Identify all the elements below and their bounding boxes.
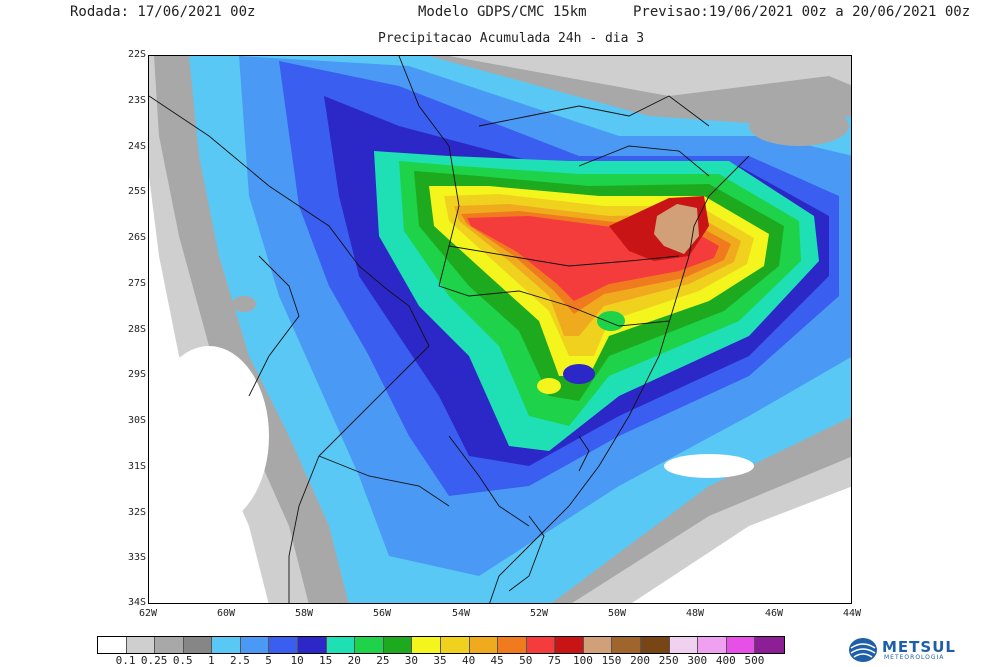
legend-color-box	[355, 637, 384, 653]
legend-label: 0.25	[140, 654, 168, 667]
legend-label: 45	[490, 654, 504, 667]
logo-subtitle: METEOROLOGIA	[884, 654, 945, 661]
lat-label: 29S	[127, 369, 146, 380]
lat-label: 28S	[127, 324, 146, 335]
lat-label: 26S	[127, 232, 146, 243]
legend-color-box	[212, 637, 241, 653]
precip-legend-bar	[97, 636, 785, 654]
precip-field	[149, 56, 851, 603]
lon-label: 52W	[529, 608, 549, 619]
lon-label: 62W	[138, 608, 158, 619]
lat-label: 25S	[127, 186, 146, 197]
legend-label: 0.1	[115, 654, 136, 667]
model-name-label: Modelo GDPS/CMC 15km	[418, 4, 587, 20]
lon-label: 48W	[685, 608, 705, 619]
lat-label: 27S	[127, 278, 146, 289]
legend-label: 1	[208, 654, 215, 667]
lat-label: 23S	[127, 95, 146, 106]
lon-label: 56W	[372, 608, 392, 619]
legend-label: 0.5	[172, 654, 193, 667]
lat-label: 32S	[127, 507, 146, 518]
legend-color-box	[555, 637, 584, 653]
legend-label: 150	[601, 654, 622, 667]
lat-label: 34S	[127, 597, 146, 608]
legend-label: 20	[347, 654, 361, 667]
legend-color-box	[269, 637, 299, 653]
forecast-period-label: Previsao:19/06/2021 00z a 20/06/2021 00z	[633, 4, 971, 20]
legend-label: 5	[265, 654, 272, 667]
legend-color-box	[612, 637, 641, 653]
logo-name: METSUL	[882, 638, 956, 656]
legend-color-box	[526, 637, 556, 653]
lat-label: 31S	[127, 461, 146, 472]
country-borders	[149, 56, 750, 603]
legend-label: 2.5	[229, 654, 250, 667]
lat-label: 22S	[127, 49, 146, 60]
legend-color-box	[469, 637, 499, 653]
legend-label: 250	[658, 654, 679, 667]
legend-color-box	[726, 637, 756, 653]
legend-color-box	[412, 637, 441, 653]
legend-label: 200	[630, 654, 651, 667]
legend-color-box	[155, 637, 184, 653]
legend-label: 300	[687, 654, 708, 667]
legend-label: 400	[715, 654, 736, 667]
legend-label: 40	[461, 654, 476, 667]
legend-color-box	[240, 637, 270, 653]
lat-label: 24S	[127, 141, 146, 152]
legend-color-box	[755, 637, 784, 653]
legend-color-box	[326, 637, 356, 653]
legend-color-box	[126, 637, 156, 653]
precipitation-map	[148, 55, 852, 604]
lon-label: 50W	[607, 608, 627, 619]
lon-label: 46W	[764, 608, 784, 619]
legend-label: 50	[519, 654, 533, 667]
lat-label: 30S	[127, 415, 146, 426]
legend-color-box	[698, 637, 727, 653]
lon-label: 44W	[842, 608, 862, 619]
legend-label: 30	[404, 654, 419, 667]
lon-label: 60W	[216, 608, 236, 619]
run-date-label: Rodada: 17/06/2021 00z	[70, 4, 256, 20]
legend-label: 15	[319, 654, 333, 667]
legend-label: 25	[376, 654, 390, 667]
legend-label: 35	[433, 654, 447, 667]
legend-label: 500	[744, 654, 765, 667]
legend-color-box	[440, 637, 470, 653]
precipitation-map-svg	[149, 56, 851, 603]
globe-icon	[849, 638, 877, 662]
legend-label: 10	[290, 654, 304, 667]
legend-color-box	[298, 637, 327, 653]
legend-color-box	[583, 637, 613, 653]
map-subtitle: Precipitacao Acumulada 24h - dia 3	[378, 31, 645, 46]
lon-label: 54W	[451, 608, 471, 619]
lon-label: 58W	[294, 608, 314, 619]
legend-label: 100	[572, 654, 593, 667]
legend-label: 75	[547, 654, 561, 667]
legend-color-box	[98, 637, 127, 653]
legend-color-box	[640, 637, 670, 653]
legend-color-box	[183, 637, 213, 653]
legend-color-box	[669, 637, 699, 653]
metsul-logo: METSUL METEOROLOGIA	[848, 636, 998, 664]
legend-color-box	[498, 637, 527, 653]
legend-color-box	[383, 637, 413, 653]
lat-label: 33S	[127, 552, 146, 563]
